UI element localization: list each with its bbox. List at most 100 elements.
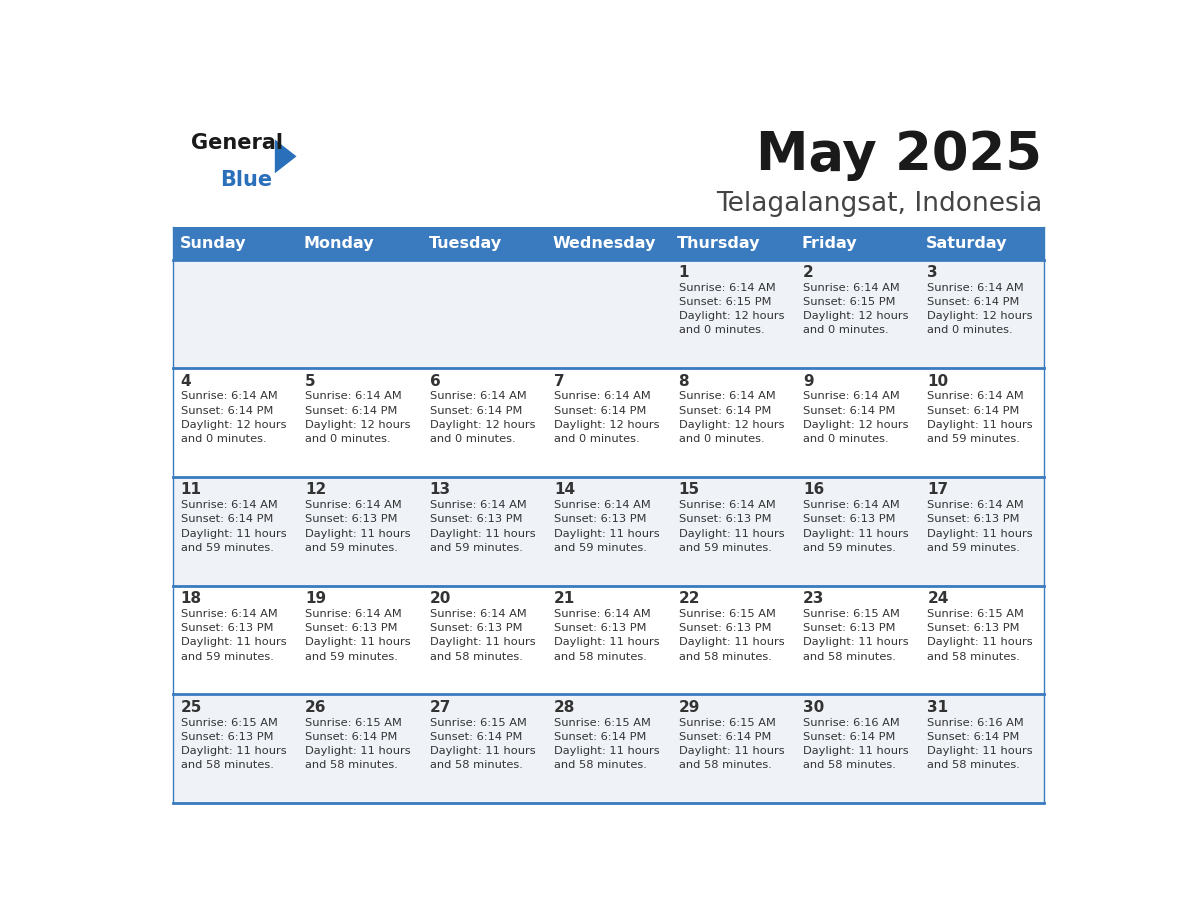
Text: Sunset: 6:13 PM: Sunset: 6:13 PM (181, 623, 273, 633)
Text: 31: 31 (928, 700, 948, 715)
Text: Daylight: 12 hours: Daylight: 12 hours (430, 420, 535, 430)
Text: and 0 minutes.: and 0 minutes. (678, 325, 764, 335)
Text: Sunrise: 6:14 AM: Sunrise: 6:14 AM (803, 500, 899, 510)
Text: Sunset: 6:14 PM: Sunset: 6:14 PM (305, 732, 398, 742)
Text: 8: 8 (678, 374, 689, 388)
Text: Sunrise: 6:14 AM: Sunrise: 6:14 AM (678, 500, 776, 510)
Text: Sunrise: 6:14 AM: Sunrise: 6:14 AM (678, 283, 776, 293)
Text: and 58 minutes.: and 58 minutes. (803, 760, 896, 770)
Bar (173, 694, 1044, 803)
Text: Daylight: 11 hours: Daylight: 11 hours (928, 420, 1034, 430)
Text: Sunset: 6:13 PM: Sunset: 6:13 PM (305, 623, 398, 633)
Text: and 58 minutes.: and 58 minutes. (803, 652, 896, 662)
Text: Sunset: 6:13 PM: Sunset: 6:13 PM (181, 732, 273, 742)
Text: and 58 minutes.: and 58 minutes. (678, 652, 771, 662)
Text: Sunset: 6:14 PM: Sunset: 6:14 PM (430, 732, 522, 742)
Text: Sunset: 6:14 PM: Sunset: 6:14 PM (928, 732, 1019, 742)
Text: and 0 minutes.: and 0 minutes. (554, 434, 639, 444)
Text: Sunday: Sunday (179, 236, 246, 251)
Text: Sunrise: 6:14 AM: Sunrise: 6:14 AM (430, 500, 526, 510)
Text: Sunset: 6:13 PM: Sunset: 6:13 PM (430, 623, 523, 633)
Text: and 58 minutes.: and 58 minutes. (430, 760, 523, 770)
Text: Sunrise: 6:14 AM: Sunrise: 6:14 AM (181, 391, 278, 401)
Text: Sunset: 6:13 PM: Sunset: 6:13 PM (554, 623, 646, 633)
Text: Sunrise: 6:14 AM: Sunrise: 6:14 AM (928, 391, 1024, 401)
Text: and 58 minutes.: and 58 minutes. (928, 760, 1020, 770)
Text: 10: 10 (928, 374, 948, 388)
Text: 5: 5 (305, 374, 316, 388)
Text: Sunrise: 6:14 AM: Sunrise: 6:14 AM (554, 391, 651, 401)
Text: Sunset: 6:13 PM: Sunset: 6:13 PM (305, 514, 398, 524)
Polygon shape (274, 140, 297, 174)
Text: 19: 19 (305, 591, 327, 606)
Text: 14: 14 (554, 482, 575, 498)
Text: 28: 28 (554, 700, 575, 715)
Text: and 58 minutes.: and 58 minutes. (181, 760, 273, 770)
Text: Sunset: 6:13 PM: Sunset: 6:13 PM (928, 514, 1020, 524)
Text: Sunrise: 6:14 AM: Sunrise: 6:14 AM (803, 391, 899, 401)
Text: Sunrise: 6:14 AM: Sunrise: 6:14 AM (305, 500, 402, 510)
Text: and 0 minutes.: and 0 minutes. (803, 434, 889, 444)
Text: 18: 18 (181, 591, 202, 606)
Text: Sunset: 6:15 PM: Sunset: 6:15 PM (678, 297, 771, 307)
Text: Sunrise: 6:14 AM: Sunrise: 6:14 AM (928, 283, 1024, 293)
Text: Blue: Blue (221, 170, 273, 190)
Bar (173, 586, 1044, 694)
Text: 21: 21 (554, 591, 575, 606)
Text: General: General (191, 133, 283, 153)
Text: Sunset: 6:14 PM: Sunset: 6:14 PM (678, 406, 771, 416)
Text: Daylight: 11 hours: Daylight: 11 hours (554, 746, 659, 756)
Text: Telagalangsat, Indonesia: Telagalangsat, Indonesia (716, 191, 1042, 217)
Text: Daylight: 11 hours: Daylight: 11 hours (305, 746, 411, 756)
Text: Sunrise: 6:14 AM: Sunrise: 6:14 AM (305, 609, 402, 619)
Text: 23: 23 (803, 591, 824, 606)
Text: 2: 2 (803, 265, 814, 280)
Text: Daylight: 11 hours: Daylight: 11 hours (554, 637, 659, 647)
Text: and 58 minutes.: and 58 minutes. (928, 652, 1020, 662)
Text: Daylight: 11 hours: Daylight: 11 hours (928, 637, 1034, 647)
Text: Sunset: 6:13 PM: Sunset: 6:13 PM (803, 623, 896, 633)
Text: Daylight: 12 hours: Daylight: 12 hours (678, 420, 784, 430)
Bar (173, 260, 1044, 368)
Text: Sunrise: 6:15 AM: Sunrise: 6:15 AM (554, 718, 651, 728)
Text: 24: 24 (928, 591, 949, 606)
Text: Daylight: 11 hours: Daylight: 11 hours (305, 529, 411, 539)
Text: and 0 minutes.: and 0 minutes. (928, 325, 1013, 335)
Text: Daylight: 11 hours: Daylight: 11 hours (430, 529, 536, 539)
Text: Monday: Monday (304, 236, 374, 251)
Text: Sunrise: 6:15 AM: Sunrise: 6:15 AM (678, 609, 776, 619)
Text: Daylight: 11 hours: Daylight: 11 hours (181, 637, 286, 647)
Text: and 59 minutes.: and 59 minutes. (928, 434, 1020, 444)
Text: Daylight: 12 hours: Daylight: 12 hours (305, 420, 411, 430)
Text: 6: 6 (430, 374, 441, 388)
Text: Daylight: 12 hours: Daylight: 12 hours (803, 311, 909, 321)
Text: Sunset: 6:14 PM: Sunset: 6:14 PM (554, 732, 646, 742)
Text: Daylight: 11 hours: Daylight: 11 hours (181, 529, 286, 539)
Text: Saturday: Saturday (927, 236, 1007, 251)
Text: 16: 16 (803, 482, 824, 498)
Text: Sunset: 6:15 PM: Sunset: 6:15 PM (803, 297, 896, 307)
Text: Sunrise: 6:16 AM: Sunrise: 6:16 AM (928, 718, 1024, 728)
Text: Daylight: 12 hours: Daylight: 12 hours (181, 420, 286, 430)
Text: Sunrise: 6:15 AM: Sunrise: 6:15 AM (430, 718, 526, 728)
Text: Daylight: 11 hours: Daylight: 11 hours (305, 637, 411, 647)
Text: 7: 7 (554, 374, 564, 388)
Text: Sunrise: 6:14 AM: Sunrise: 6:14 AM (678, 391, 776, 401)
Text: 27: 27 (430, 700, 451, 715)
Text: 4: 4 (181, 374, 191, 388)
Text: Daylight: 11 hours: Daylight: 11 hours (803, 746, 909, 756)
Text: and 0 minutes.: and 0 minutes. (678, 434, 764, 444)
Text: Sunset: 6:14 PM: Sunset: 6:14 PM (678, 732, 771, 742)
Text: Sunset: 6:14 PM: Sunset: 6:14 PM (181, 514, 273, 524)
Text: Thursday: Thursday (677, 236, 760, 251)
Text: Daylight: 12 hours: Daylight: 12 hours (678, 311, 784, 321)
Text: Daylight: 11 hours: Daylight: 11 hours (430, 637, 536, 647)
Text: Daylight: 11 hours: Daylight: 11 hours (928, 529, 1034, 539)
Text: Daylight: 11 hours: Daylight: 11 hours (928, 746, 1034, 756)
Text: Daylight: 11 hours: Daylight: 11 hours (678, 746, 784, 756)
Text: 17: 17 (928, 482, 948, 498)
Text: and 59 minutes.: and 59 minutes. (430, 543, 523, 553)
Text: and 59 minutes.: and 59 minutes. (928, 543, 1020, 553)
Text: and 59 minutes.: and 59 minutes. (554, 543, 647, 553)
Text: Sunset: 6:13 PM: Sunset: 6:13 PM (554, 514, 646, 524)
